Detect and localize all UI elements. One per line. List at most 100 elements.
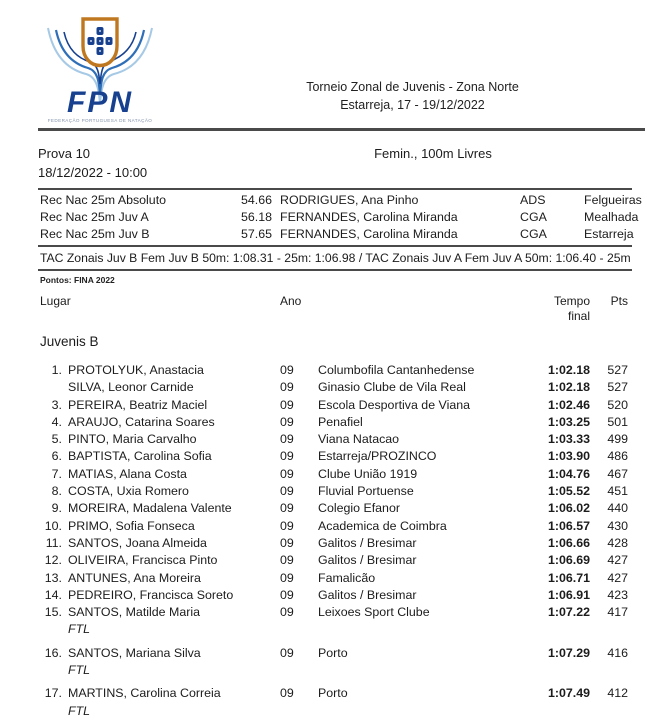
result-final-time: 1:04.76 [547, 466, 590, 481]
event-name: Femin., 100m Livres [374, 146, 492, 161]
record-label: Rec Nac 25m Juv B [40, 227, 150, 241]
record-city: Felgueiras [584, 193, 642, 207]
result-club: Galitos / Bresimar [318, 553, 417, 568]
result-place: 10. [44, 518, 62, 533]
result-row: SILVA, Leonor Carnide 09 Ginasio Clube d… [38, 379, 632, 396]
result-swimmer-name: SANTOS, Matilde Maria [68, 605, 200, 620]
result-row-block: 4. ARAUJO, Catarina Soares 09 Penafiel 1… [38, 414, 632, 431]
record-club-code: CGA [520, 227, 547, 241]
result-points: 427 [607, 570, 628, 585]
result-final-time: 1:03.90 [547, 449, 590, 464]
result-club: Columbofila Cantanhedense [318, 363, 475, 377]
result-row-block: 15. SANTOS, Matilde Maria 09 Leixoes Spo… [38, 604, 632, 639]
result-points: 527 [607, 380, 628, 395]
result-year: 09 [280, 605, 294, 620]
result-year: 09 [280, 535, 294, 550]
result-club: Estarreja/PROZINCO [318, 449, 437, 464]
result-swimmer-name: SILVA, Leonor Carnide [68, 380, 194, 395]
record-holder-name: FERNANDES, Carolina Miranda [280, 227, 458, 241]
result-row-block: 7. MATIAS, Alana Costa 09 Clube União 19… [38, 466, 632, 483]
result-final-time: 1:03.25 [547, 414, 590, 429]
result-final-time: 1:02.46 [547, 397, 590, 412]
result-place: 17. [44, 686, 62, 701]
result-swimmer-name: MATIAS, Alana Costa [68, 466, 187, 481]
fpn-wordmark: FPN [67, 86, 133, 119]
result-club: Fluvial Portuense [318, 484, 414, 499]
header-tempo-final: Tempo final [553, 294, 590, 323]
record-row: Rec Nac 25m Absoluto 54.66 RODRIGUES, An… [38, 192, 642, 209]
record-city: Mealhada [584, 210, 639, 224]
result-points: 416 [607, 645, 628, 660]
result-club: Porto [318, 686, 348, 701]
result-row-block: 10. PRIMO, Sofia Fonseca 09 Academica de… [38, 518, 632, 535]
result-club: Escola Desportiva de Viana [318, 397, 470, 412]
result-note: FTL [68, 622, 91, 637]
result-club: Academica de Coimbra [318, 518, 447, 533]
record-time: 56.18 [240, 210, 272, 224]
result-final-time: 1:07.29 [547, 645, 590, 660]
result-row: 17. MARTINS, Carolina Correia 09 Porto 1… [38, 685, 632, 702]
result-points: 440 [607, 501, 628, 516]
result-place: 9. [51, 501, 62, 516]
result-row: 8. COSTA, Uxia Romero 09 Fluvial Portuen… [38, 483, 632, 500]
result-year: 09 [280, 432, 294, 447]
result-row: 9. MOREIRA, Madalena Valente 09 Colegio … [38, 500, 632, 517]
result-points: 467 [607, 466, 628, 481]
result-points: 423 [607, 587, 628, 602]
title-line1: Torneio Zonal de Juvenis - Zona Norte [306, 80, 519, 94]
result-note-line: FTL [38, 621, 632, 638]
event-block: Prova 10 Femin., 100m Livres 18/12/2022 … [38, 144, 632, 182]
swoosh-outer [47, 27, 153, 105]
result-row-block: 13. ANTUNES, Ana Moreira 09 Famalicão 1:… [38, 570, 632, 587]
result-row-block: 14. PEDREIRO, Francisca Soreto 09 Galito… [38, 587, 632, 604]
result-swimmer-name: COSTA, Uxia Romero [68, 484, 189, 499]
fpn-logo: FPN FEDERAÇÃO PORTUGUESA DE NATAÇÃO [44, 4, 156, 128]
result-place: 14. [44, 587, 62, 602]
result-year: 09 [280, 570, 294, 585]
result-row: 12. OLIVEIRA, Francisca Pinto 09 Galitos… [38, 552, 632, 569]
points-note: Pontos: FINA 2022 [40, 275, 115, 285]
result-final-time: 1:06.66 [547, 535, 590, 550]
record-label: Rec Nac 25m Juv A [40, 210, 149, 224]
result-row: 3. PEREIRA, Beatriz Maciel 09 Escola Des… [38, 397, 632, 414]
result-club: Penafiel [318, 414, 363, 429]
result-swimmer-name: SANTOS, Mariana Silva [68, 645, 201, 660]
result-final-time: 1:02.18 [547, 363, 590, 377]
result-club: Leixoes Sport Clube [318, 605, 430, 620]
shield-dots [90, 30, 110, 52]
result-swimmer-name: PEREIRA, Beatriz Maciel [68, 397, 208, 412]
result-points: 520 [607, 397, 628, 412]
result-row: 5. PINTO, Maria Carvalho 09 Viana Nataca… [38, 431, 632, 448]
result-place: 16. [44, 645, 62, 660]
result-swimmer-name: PRIMO, Sofia Fonseca [68, 518, 195, 533]
result-final-time: 1:06.69 [547, 553, 590, 568]
record-row: Rec Nac 25m Juv B 57.65 FERNANDES, Carol… [38, 226, 634, 243]
result-year: 09 [280, 397, 294, 412]
header-club-spacer [306, 294, 536, 324]
results-headers: Lugar Ano Tempo final Pts [38, 294, 632, 324]
result-place: 12. [44, 553, 62, 568]
header-ano: Ano [280, 294, 302, 308]
result-note: FTL [68, 663, 91, 678]
result-place [38, 379, 62, 396]
result-year: 09 [280, 380, 294, 395]
result-row: 16. SANTOS, Mariana Silva 09 Porto 1:07.… [38, 645, 632, 662]
result-club: Clube União 1919 [318, 466, 418, 481]
content: Prova 10 Femin., 100m Livres 18/12/2022 … [38, 131, 642, 720]
record-time: 54.66 [240, 193, 272, 207]
result-points: 427 [607, 553, 628, 568]
result-final-time: 1:07.22 [547, 605, 590, 620]
record-label: Rec Nac 25m Absoluto [40, 193, 167, 207]
result-row-block: 6. BAPTISTA, Carolina Sofia 09 Estarreja… [38, 448, 632, 465]
record-holder-name: FERNANDES, Carolina Miranda [280, 210, 458, 224]
result-row-block: 3. PEREIRA, Beatriz Maciel 09 Escola Des… [38, 397, 632, 414]
result-final-time: 1:06.02 [547, 501, 590, 516]
result-points: 451 [607, 484, 628, 499]
result-points: 412 [607, 686, 628, 701]
result-swimmer-name: OLIVEIRA, Francisca Pinto [68, 553, 218, 568]
record-holder-name: RODRIGUES, Ana Pinho [280, 193, 419, 207]
result-year: 09 [280, 466, 294, 481]
result-row-block: 8. COSTA, Uxia Romero 09 Fluvial Portuen… [38, 483, 632, 500]
result-row-block: 11. SANTOS, Joana Almeida 09 Galitos / B… [38, 535, 632, 552]
